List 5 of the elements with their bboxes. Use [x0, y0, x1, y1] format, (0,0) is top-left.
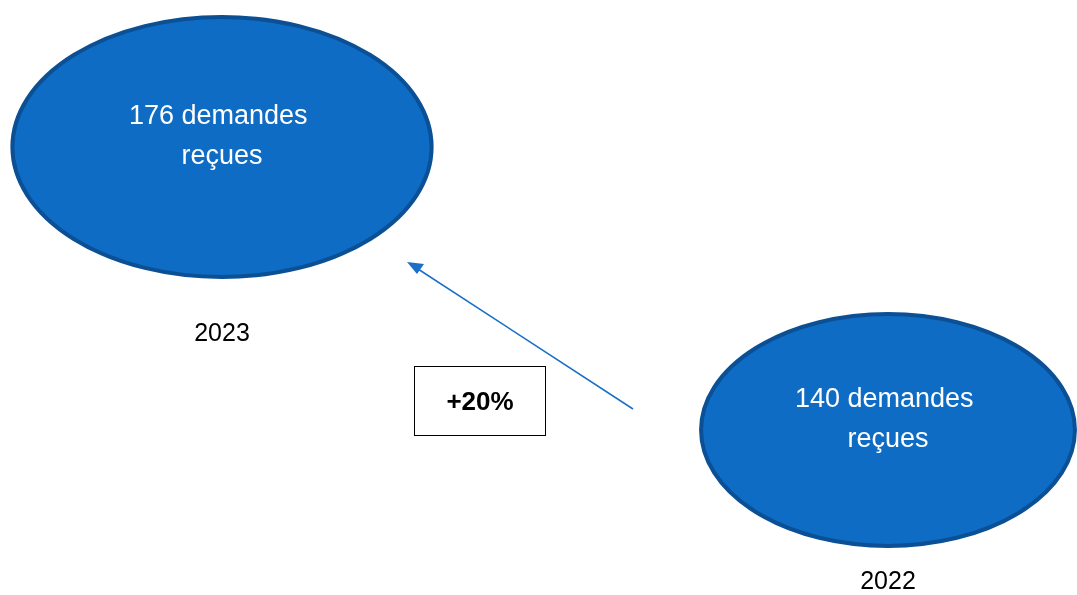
data-label: 176 demandes reçues: [128, 100, 316, 170]
data-label: 140 demandes reçues: [794, 383, 982, 453]
category-label: 2023: [194, 318, 250, 346]
text: +20%: [414, 366, 546, 436]
category-label: 2022: [860, 566, 916, 594]
